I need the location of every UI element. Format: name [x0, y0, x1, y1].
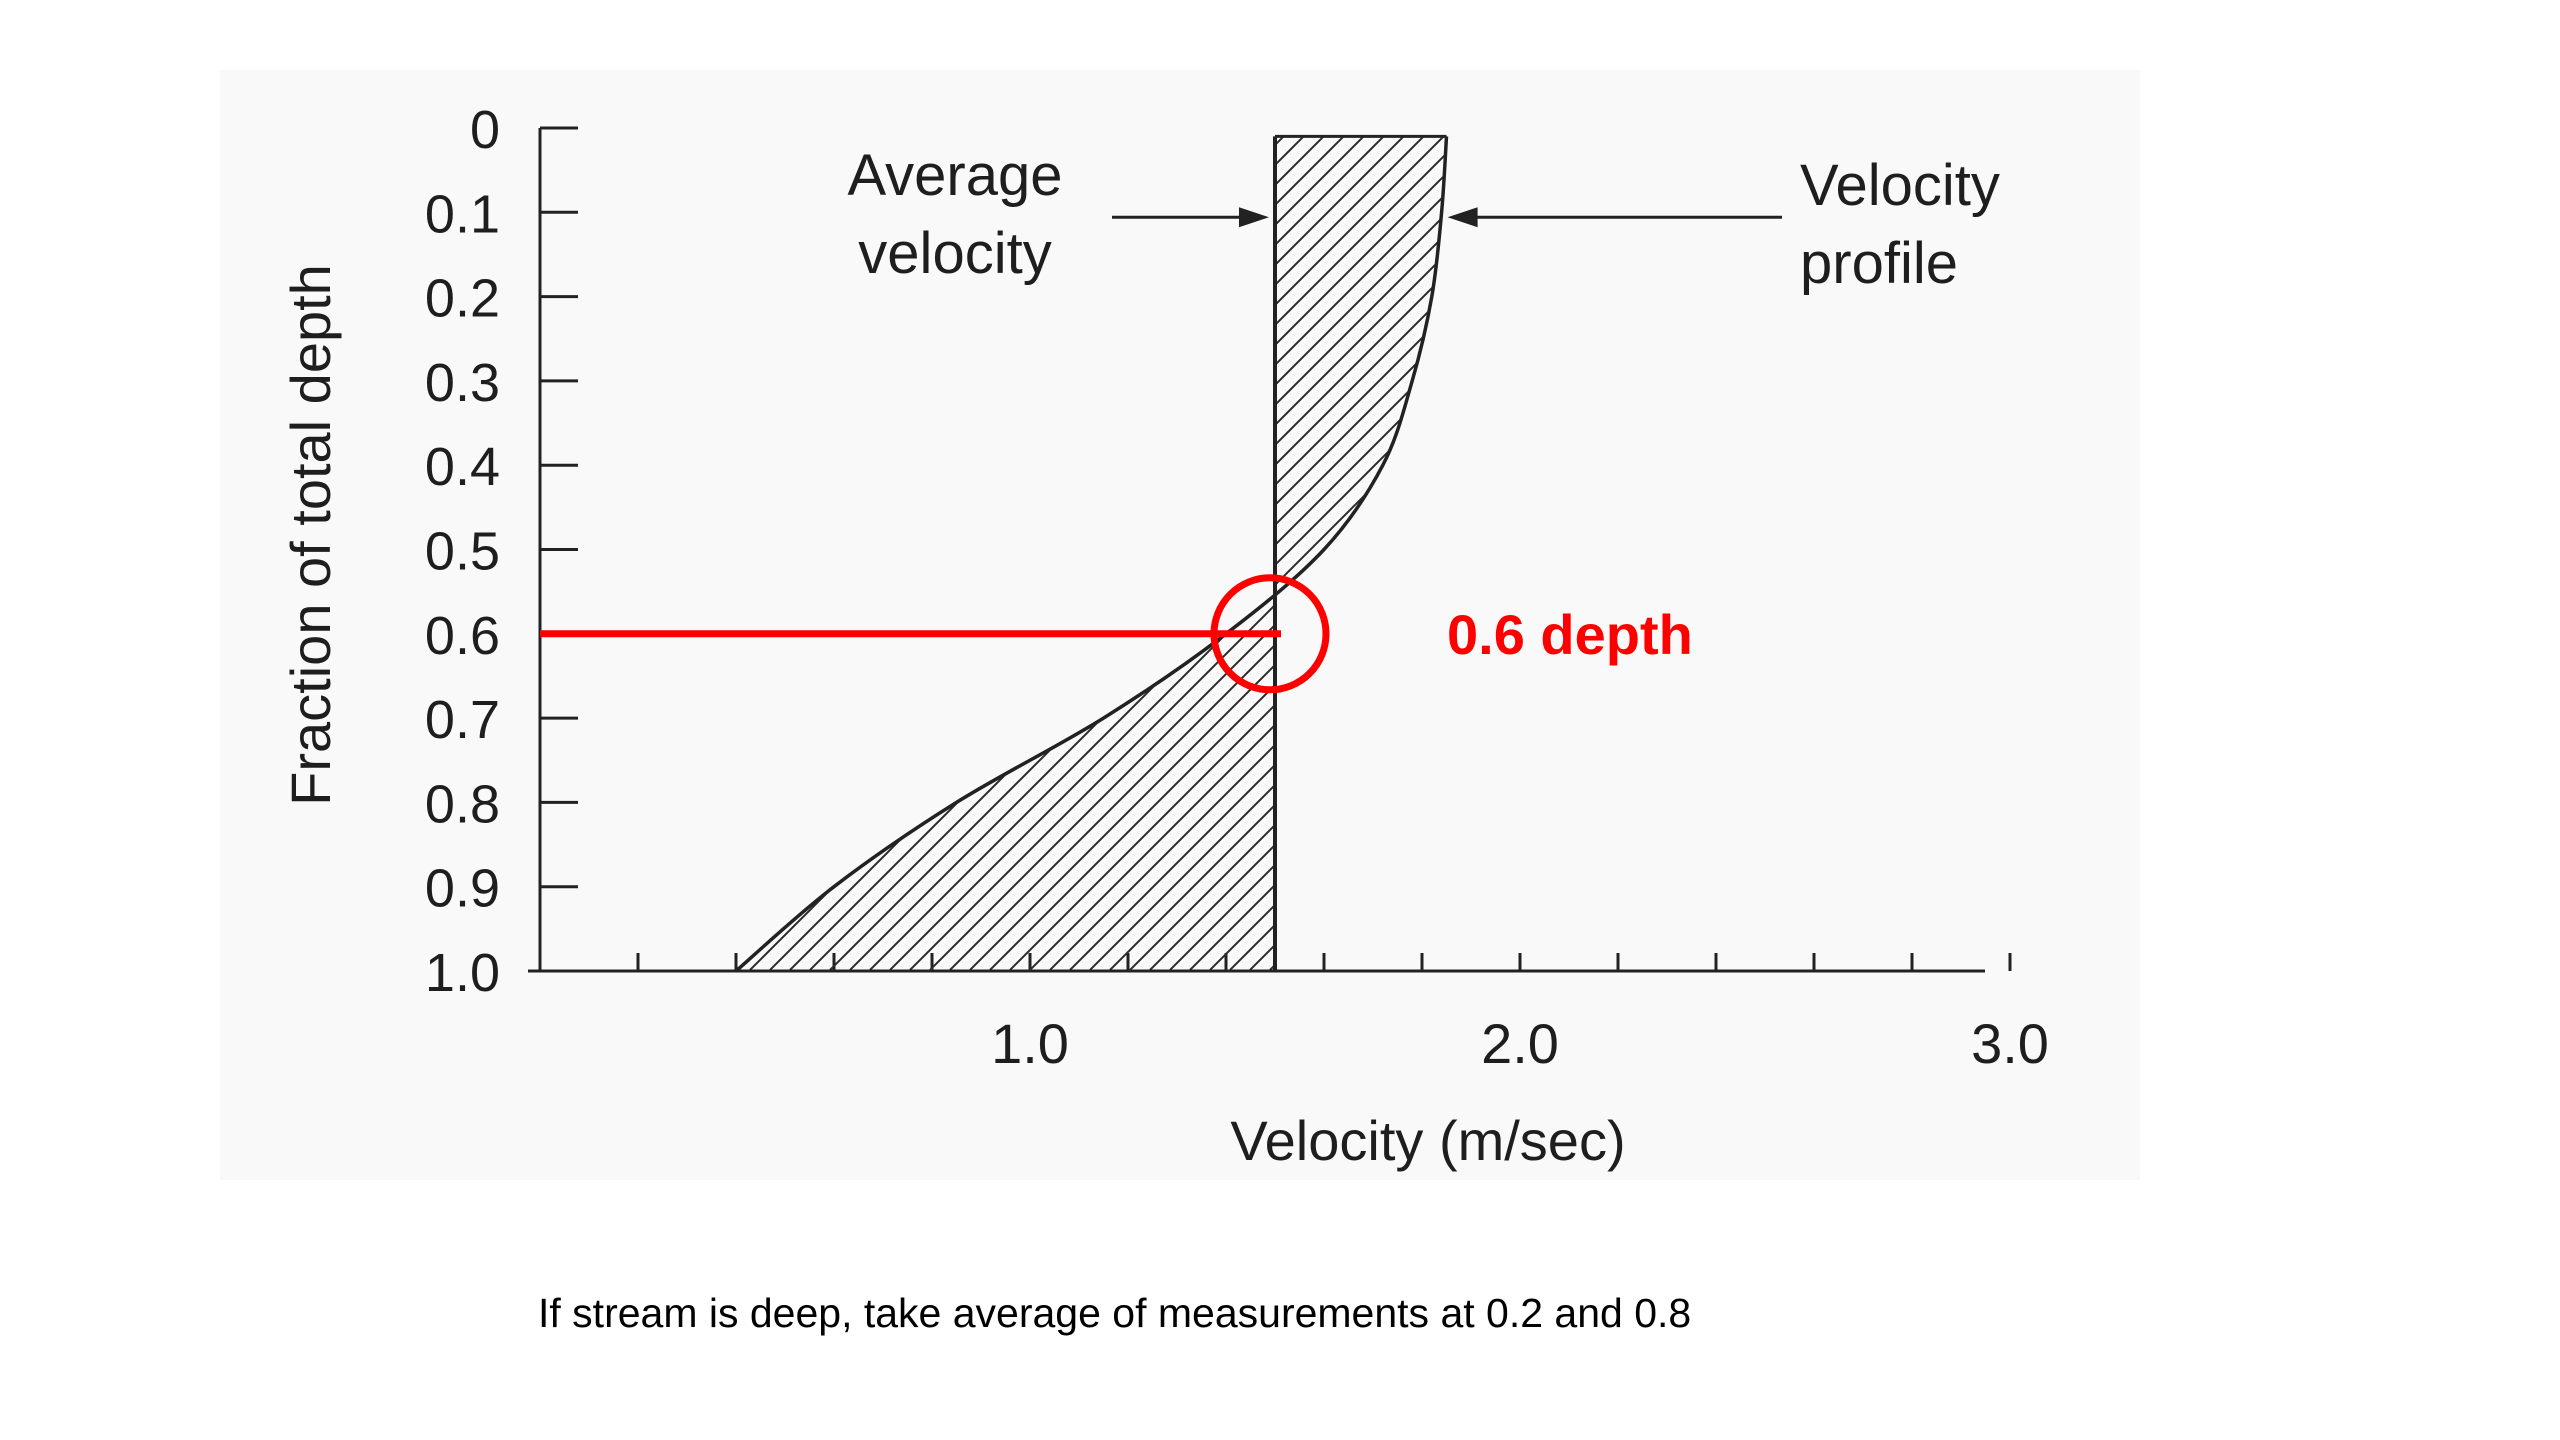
- x-tick-label: 3.0: [1971, 1012, 2049, 1075]
- y-tick-label: 0: [470, 100, 500, 160]
- x-axis-label: Velocity (m/sec): [1230, 1109, 1625, 1172]
- y-tick-label: 0.2: [425, 269, 500, 329]
- velocity-profile-curve: [734, 136, 1449, 973]
- annotations: Average velocity Velocity profile 0.6 depth: [540, 143, 2000, 694]
- y-tick-label: 0.8: [425, 774, 500, 834]
- y-tick-label: 1.0: [425, 943, 500, 1003]
- hatched-area: [736, 136, 1447, 971]
- arrowhead-icon: [1447, 207, 1478, 228]
- arrowhead-icon: [1239, 207, 1269, 228]
- y-tick-label: 0.6: [425, 606, 500, 666]
- depth-label: 0.6 depth: [1447, 603, 1693, 666]
- y-tick-label: 0.7: [425, 690, 500, 750]
- annotation-velocity-profile: profile: [1800, 231, 1958, 296]
- caption-text: If stream is deep, take average of measu…: [538, 1290, 1692, 1336]
- y-tick-label: 0.4: [425, 437, 500, 497]
- x-tick-label: 2.0: [1481, 1012, 1559, 1075]
- y-axis-label: Fraction of total depth: [279, 264, 342, 806]
- x-tick-label: 1.0: [991, 1012, 1069, 1075]
- y-tick-label: 0.1: [425, 184, 500, 244]
- annotation-average-velocity: velocity: [858, 221, 1051, 286]
- y-tick-label: 0.3: [425, 353, 500, 413]
- y-tick-label: 0.5: [425, 522, 500, 582]
- annotation-velocity-profile: Velocity: [1800, 153, 2000, 218]
- plot-area: [734, 134, 1449, 973]
- axes: 0 0.1 0.2 0.3 0.4 0.5 0.6 0.7 0.8 0.9 1.0 1.0 2.0 3.0: [425, 100, 2049, 1075]
- y-tick-label: 0.9: [425, 859, 500, 919]
- depth-marker-circle: [1210, 574, 1330, 694]
- annotation-average-velocity: Average: [848, 143, 1063, 208]
